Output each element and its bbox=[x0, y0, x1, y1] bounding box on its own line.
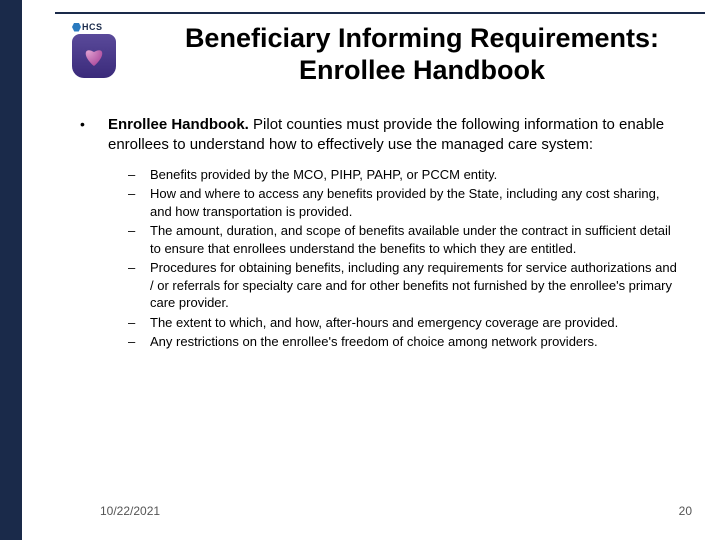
footer-page-number: 20 bbox=[679, 504, 692, 518]
list-item: – Any restrictions on the enrollee's fre… bbox=[128, 333, 680, 351]
dash-icon: – bbox=[128, 259, 138, 312]
top-horizontal-rule bbox=[55, 12, 705, 14]
sub-text: Procedures for obtaining benefits, inclu… bbox=[150, 259, 680, 312]
sub-text: How and where to access any benefits pro… bbox=[150, 185, 680, 220]
list-item: – Benefits provided by the MCO, PIHP, PA… bbox=[128, 166, 680, 184]
title-line-1: Beneficiary Informing Requirements: bbox=[185, 23, 659, 53]
logo-letters: HCS bbox=[82, 22, 103, 32]
dash-icon: – bbox=[128, 314, 138, 332]
logo-heart-icon bbox=[72, 34, 116, 78]
dhcs-logo: HCS bbox=[72, 22, 122, 82]
sub-text: The extent to which, and how, after-hour… bbox=[150, 314, 618, 332]
lead-bold: Enrollee Handbook. bbox=[108, 116, 249, 133]
dash-icon: – bbox=[128, 222, 138, 257]
left-sidebar-stripe bbox=[0, 0, 22, 540]
logo-text: HCS bbox=[72, 22, 122, 32]
lead-text: Enrollee Handbook. Pilot counties must p… bbox=[108, 115, 680, 156]
list-item: – Procedures for obtaining benefits, inc… bbox=[128, 259, 680, 312]
sub-bullet-list: – Benefits provided by the MCO, PIHP, PA… bbox=[128, 166, 680, 351]
bullet-dot-icon: • bbox=[80, 115, 90, 156]
list-item: – The amount, duration, and scope of ben… bbox=[128, 222, 680, 257]
dash-icon: – bbox=[128, 185, 138, 220]
dash-icon: – bbox=[128, 333, 138, 351]
sub-text: Benefits provided by the MCO, PIHP, PAHP… bbox=[150, 166, 497, 184]
slide-title: Beneficiary Informing Requirements: Enro… bbox=[132, 22, 712, 87]
sub-text: The amount, duration, and scope of benef… bbox=[150, 222, 680, 257]
footer-date: 10/22/2021 bbox=[100, 504, 160, 518]
main-bullet: • Enrollee Handbook. Pilot counties must… bbox=[80, 115, 680, 156]
sub-text: Any restrictions on the enrollee's freed… bbox=[150, 333, 598, 351]
title-line-2: Enrollee Handbook bbox=[299, 55, 545, 85]
content-area: • Enrollee Handbook. Pilot counties must… bbox=[80, 115, 680, 353]
list-item: – How and where to access any benefits p… bbox=[128, 185, 680, 220]
dash-icon: – bbox=[128, 166, 138, 184]
logo-hex-icon bbox=[72, 23, 81, 32]
list-item: – The extent to which, and how, after-ho… bbox=[128, 314, 680, 332]
